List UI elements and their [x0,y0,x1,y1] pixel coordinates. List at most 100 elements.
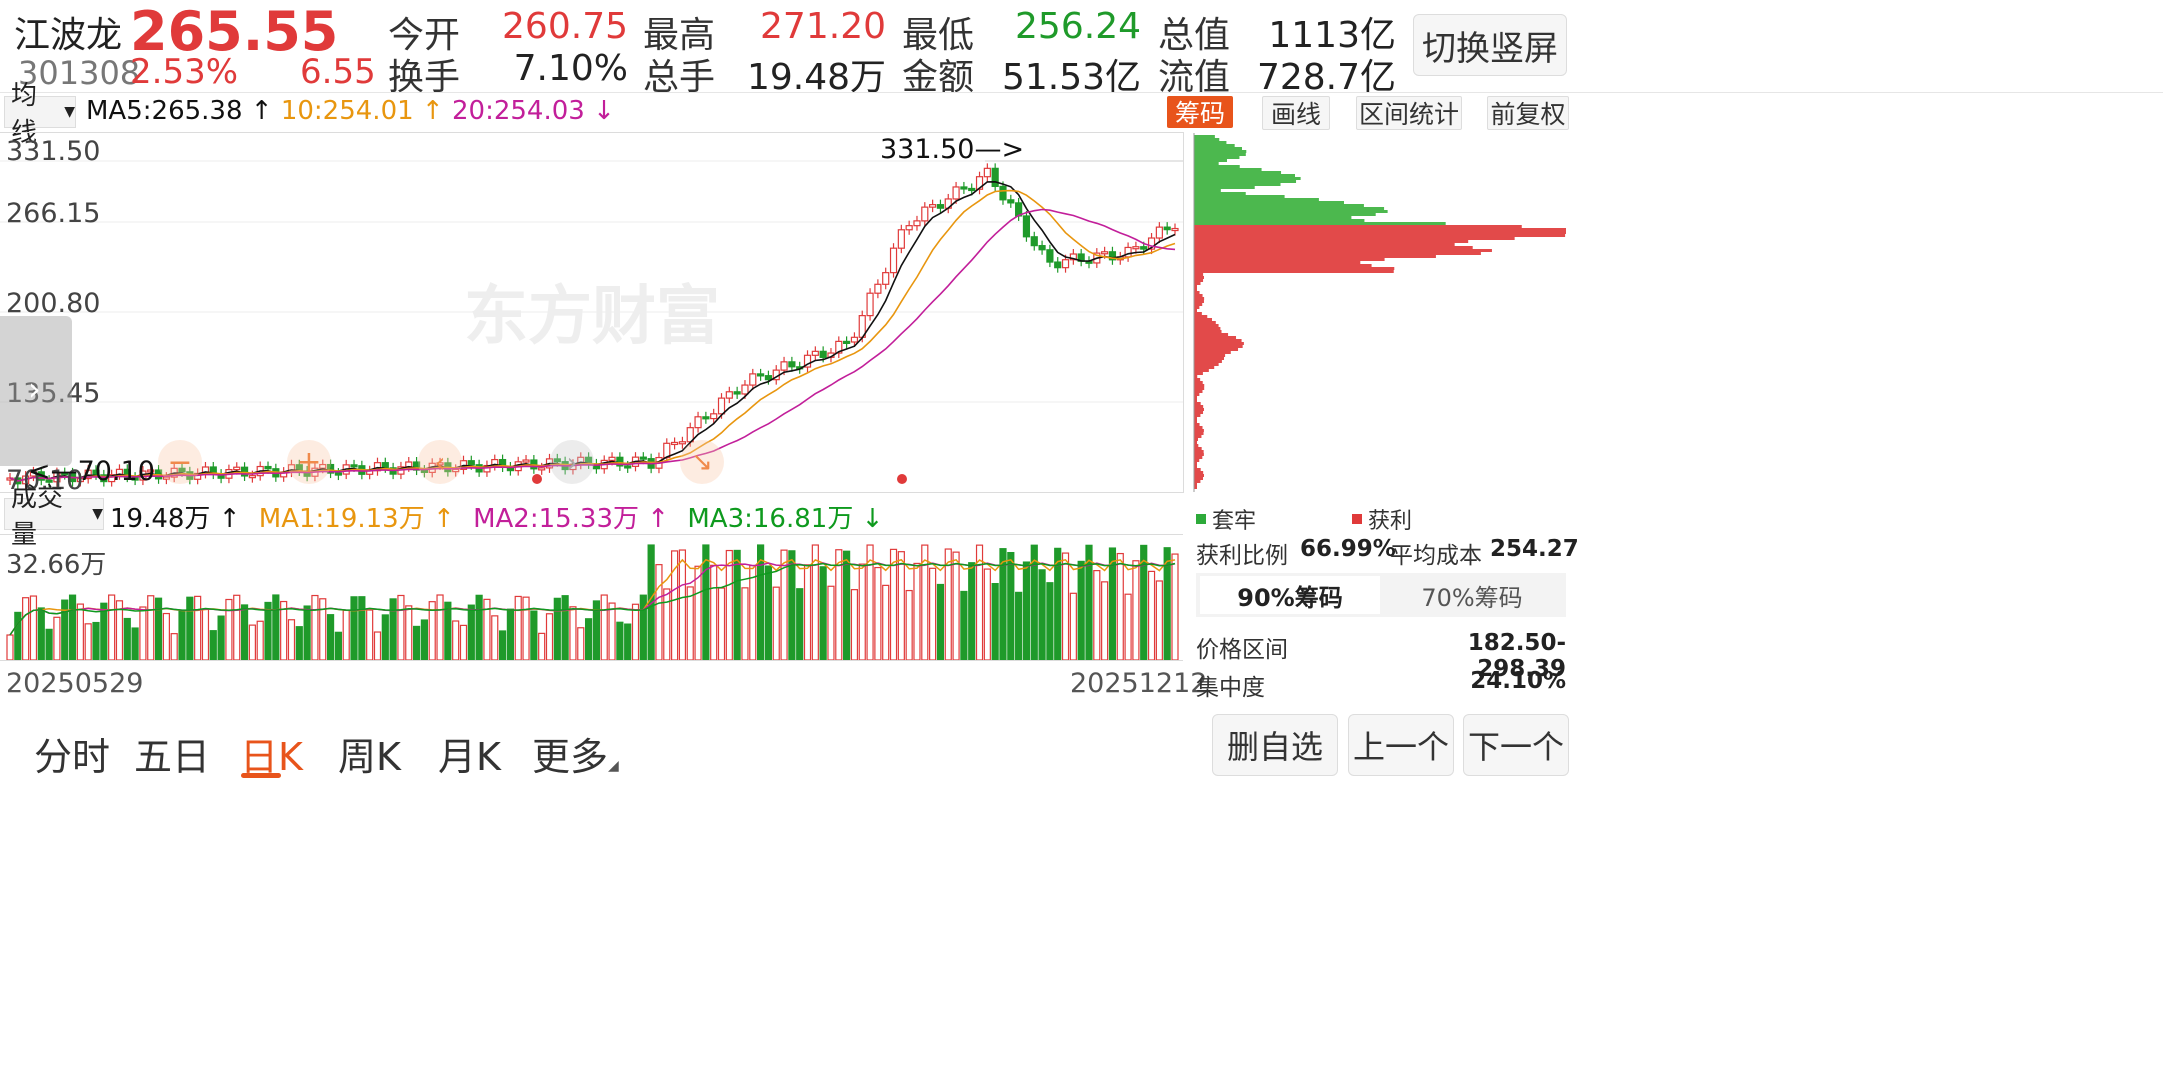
dropdown-icon: ▼ [92,506,103,522]
event-dot[interactable] [897,474,907,484]
event-dot[interactable] [532,474,542,484]
open-value: 260.75 [502,6,628,47]
ma-selector-label: 均线 [11,81,38,148]
previous-stock-button[interactable]: 上一个 [1348,714,1454,776]
turnover-label: 换手 [388,57,461,98]
high-mark: 331.50 [880,134,975,165]
ma-selector[interactable]: 均线 ▼ [4,81,76,148]
legend-trapped: 套牢 [1196,503,1256,535]
tab-monthly-k[interactable]: 月K [438,735,501,779]
tab-90-chips[interactable]: 90%筹码 [1200,576,1380,614]
vol-ma2-arrow: ↑ [647,504,670,534]
draw-line-button[interactable]: 画线 [1262,96,1330,130]
volume-selector-label: 成交量 [11,483,64,550]
toggle-portrait-button[interactable]: 切换竖屏 [1413,14,1567,76]
tab-five-day[interactable]: 五日 [134,735,211,779]
vol-ma3-value: MA3:16.81万 [687,504,854,534]
ma5-arrow: ↑ [250,96,273,126]
vol-ma3-arrow: ↓ [861,504,884,534]
volume-selector[interactable]: 成交量 ▼ [4,483,104,550]
legend-swatch-icon [1196,514,1206,524]
float-label: 流值 [1158,57,1231,98]
tab-daily-k[interactable]: 日K [240,735,303,779]
tab-70-chips[interactable]: 70%筹码 [1421,583,1523,612]
chips-button[interactable]: 筹码 [1167,96,1233,128]
ma5-value: MA5:265.38 [86,96,243,126]
end-date: 20251212 [1070,668,1208,699]
scroll-left-button[interactable]: ‹ [418,440,462,484]
volume-label: 总手 [643,57,716,98]
vol-ma2-value: MA2:15.33万 [473,504,640,534]
change-percent: 2.53% [130,52,239,92]
legend-profit: 获利 [1352,503,1412,535]
avg-cost-label: 平均成本 [1390,543,1482,569]
adjust-button[interactable]: 前复权 [1487,96,1569,130]
profit-ratio-label: 获利比例 [1196,543,1288,569]
watermark: 东方财富 [464,280,720,354]
remove-watchlist-button[interactable]: 删自选 [1212,714,1338,776]
mktcap-label: 总值 [1158,15,1231,56]
vol-ma1-arrow: ↑ [433,504,455,534]
volume-value: 19.48万 [110,504,211,534]
concentration-value: 24.10% [1470,668,1566,694]
low-label: 最低 [902,15,975,56]
chip-distribution [1193,133,1566,492]
corner-triangle-icon: ◢ [608,758,619,774]
low-mark: 70.10 [77,456,155,487]
high-annotation: 331.50—> [880,134,1024,165]
ma-values: MA5:265.38 ↑ 10:254.01 ↑ 20:254.03 ↓ [86,96,615,126]
price-axis-label: 200.80 [6,288,101,319]
amount-label: 金额 [902,57,975,98]
mktcap-value: 1113亿 [1268,15,1396,56]
price-range-value: 182.50-298.39 [1467,630,1566,682]
scroll-right-button[interactable]: › [550,440,594,484]
change-amount: 6.55 [300,52,376,92]
price-axis-label: 266.15 [6,198,101,229]
stock-code: 301308 [18,54,141,92]
active-tab-indicator [241,773,281,778]
arrow-right-icon: —> [974,134,1025,165]
chevron-right-icon: › [28,370,41,408]
dropdown-icon: ▼ [64,104,75,120]
chip-tabs: 90%筹码 70%筹码 [1196,573,1566,617]
volume-arrow: ↑ [218,504,241,534]
next-stock-button[interactable]: 下一个 [1463,714,1569,776]
open-label: 今开 [388,15,461,56]
legend-swatch-icon [1352,514,1362,524]
ma20-arrow: ↓ [593,96,615,126]
amount-value: 51.53亿 [1001,57,1141,98]
zoom-in-button[interactable]: + [287,440,331,484]
ma20-value: 20:254.03 [451,96,585,126]
volume-value: 19.48万 [746,57,886,98]
zoom-out-button[interactable]: − [158,440,202,484]
price-axis-label: 135.45 [6,378,101,409]
price-range-label: 价格区间 [1196,637,1288,663]
high-value: 271.20 [760,6,886,47]
turnover-value: 7.10% [513,48,628,89]
tab-intraday[interactable]: 分时 [34,735,111,779]
volume-chart[interactable] [0,535,1183,660]
profit-ratio-value: 66.99% [1300,536,1396,562]
tab-more-label: 更多 [532,735,609,779]
vol-ma1-value: MA1:19.13万 [258,504,425,534]
volume-ma-values: 19.48万 ↑ MA1:19.13万 ↑ MA2:15.33万 ↑ MA3:1… [110,498,883,535]
tab-more[interactable]: 更多◢ [532,726,619,781]
float-value: 728.7亿 [1256,57,1396,98]
tab-weekly-k[interactable]: 周K [338,735,401,779]
high-label: 最高 [643,15,716,56]
price-axis-label: 331.50 [6,136,101,167]
avg-cost-value: 254.27 [1490,536,1579,562]
price-axis-label: 70.10 [6,465,84,496]
ma10-value: 10:254.01 [280,96,414,126]
low-value: 256.24 [1015,6,1141,47]
kline-chart[interactable]: 东方财富 [0,133,1183,492]
expand-handle[interactable]: › [0,316,72,466]
reset-view-button[interactable]: ↘ [680,440,724,484]
concentration-label: 集中度 [1196,675,1265,701]
volume-axis-max: 32.66万 [6,550,107,580]
low-annotation: <—70.10 [28,456,155,487]
legend-profit-label: 获利 [1368,509,1413,534]
arrow-left-icon: <— [28,456,78,487]
start-date: 20250529 [6,668,144,699]
range-stats-button[interactable]: 区间统计 [1356,96,1462,130]
